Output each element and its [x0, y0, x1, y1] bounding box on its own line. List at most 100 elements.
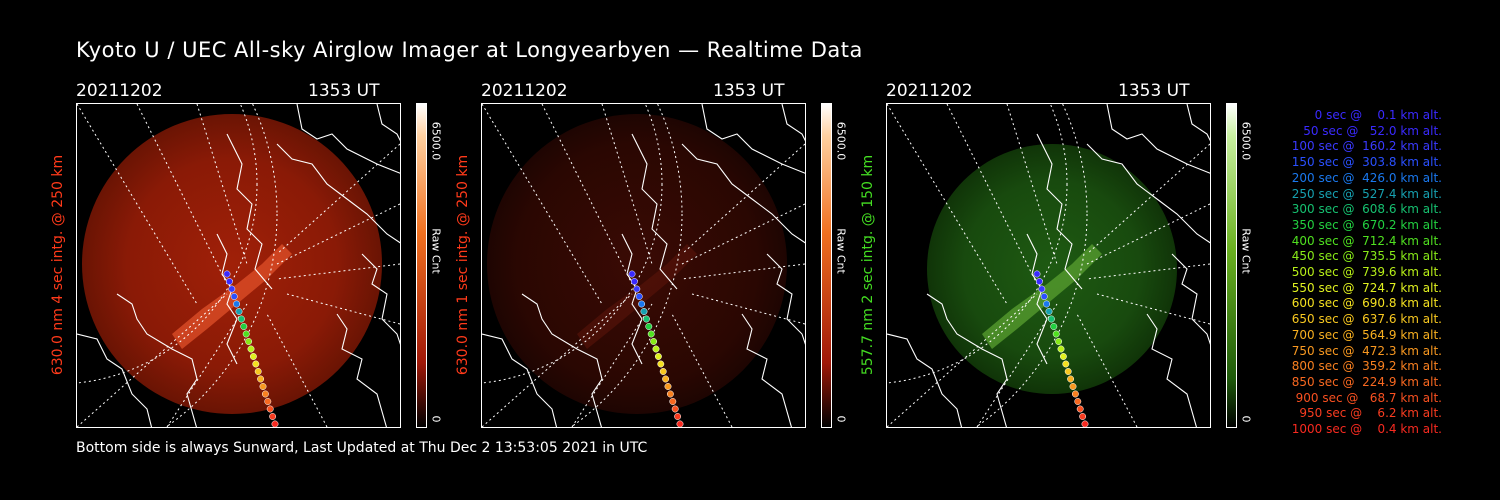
page-title: Kyoto U / UEC All-sky Airglow Imager at …	[76, 38, 863, 62]
colorbar-min: 0	[429, 415, 443, 423]
legend-row: 200 sec @ 426.0 km alt.	[1287, 170, 1442, 185]
trajectory-point	[261, 390, 269, 398]
legend-row: 950 sec @ 6.2 km alt.	[1295, 406, 1442, 421]
panel-ylabel: 630.0 nm 1 sec intg. @ 250 km	[455, 154, 471, 376]
trajectory-point	[245, 338, 253, 345]
trajectory-point	[652, 345, 660, 353]
colorbar	[416, 103, 427, 428]
trajectory-point	[650, 338, 658, 345]
airglow-field	[487, 114, 787, 414]
trajectory-point	[249, 353, 257, 360]
colorbar	[1226, 103, 1237, 428]
trajectory-point	[645, 323, 653, 330]
trajectory-point	[662, 375, 670, 383]
trajectory-point	[1076, 405, 1084, 413]
trajectory-point	[1062, 360, 1070, 368]
trajectory-point	[666, 390, 674, 398]
geographic-grid	[482, 104, 805, 427]
trajectory-point	[271, 420, 279, 427]
trajectory-point	[1040, 293, 1048, 300]
trajectory-point	[642, 315, 650, 323]
trajectory-point	[1047, 315, 1055, 323]
trajectory-point	[266, 405, 274, 413]
trajectory-point	[1057, 345, 1065, 353]
trajectory-point	[1069, 383, 1077, 390]
image-panel: 20211202 1353 UT 630.0 nm 4 sec intg. @ 25…	[50, 81, 456, 431]
allsky-frame	[76, 103, 401, 428]
trajectory-point	[1064, 368, 1072, 375]
image-panel: 20211202 1353 UT 630.0 nm 1 sec intg. @ 25…	[455, 81, 861, 431]
trajectory-point	[237, 315, 245, 323]
trajectory-point	[1033, 270, 1041, 278]
trajectory-point	[1035, 278, 1043, 285]
rocket-trajectory	[1033, 270, 1089, 427]
panel-time: 1353 UT	[308, 81, 380, 101]
trajectory-point	[1059, 353, 1067, 360]
colorbar-label: Raw Cnt	[1239, 228, 1253, 274]
trajectory-point	[1043, 300, 1051, 308]
legend-row: 850 sec @ 224.9 km alt.	[1287, 374, 1442, 389]
colorbar-max: 6500.0	[429, 121, 443, 161]
rocket-trajectory	[223, 270, 279, 427]
legend-row: 0 sec @ 0.1 km alt.	[1303, 108, 1442, 122]
panel-ylabel: 557.7 nm 2 sec intg. @ 150 km	[860, 154, 876, 376]
trajectory-point	[269, 413, 277, 420]
trajectory-point	[1055, 338, 1063, 345]
trajectory-point	[1038, 285, 1046, 293]
trajectory-point	[674, 413, 682, 420]
coastline	[887, 104, 1210, 427]
trajectory-point	[225, 278, 233, 285]
geographic-grid	[887, 104, 1210, 427]
trajectory-point	[1079, 413, 1087, 420]
trajectory-point	[633, 285, 641, 293]
legend-row: 450 sec @ 735.5 km alt.	[1287, 249, 1442, 264]
panel-ylabel: 630.0 nm 4 sec intg. @ 250 km	[50, 154, 66, 376]
trajectory-point	[1050, 323, 1058, 330]
trajectory-point	[638, 300, 646, 308]
legend-row: 50 sec @ 52.0 km alt.	[1295, 123, 1442, 138]
coastline	[482, 104, 805, 427]
panel-date: 20211202	[481, 81, 568, 101]
trajectory-point	[235, 308, 243, 315]
colorbar-min: 0	[834, 415, 848, 423]
trajectory-point	[1074, 398, 1082, 405]
panel-time: 1353 UT	[1118, 81, 1190, 101]
trajectory-point	[240, 323, 248, 330]
trajectory-point	[228, 285, 236, 293]
legend-row: 100 sec @ 160.2 km alt.	[1287, 139, 1442, 154]
colorbar-max: 6500.0	[834, 121, 848, 161]
legend-row: 300 sec @ 608.6 km alt.	[1287, 202, 1442, 217]
legend-row: 150 sec @ 303.8 km alt.	[1287, 155, 1442, 170]
trajectory-point	[640, 308, 648, 315]
legend-row: 650 sec @ 637.6 km alt.	[1287, 312, 1442, 327]
colorbar-max: 6500.0	[1239, 121, 1253, 161]
colorbar-min: 0	[1239, 415, 1253, 423]
trajectory-point	[254, 368, 262, 375]
legend-row: 900 sec @ 68.7 km alt.	[1291, 390, 1442, 405]
allsky-image	[482, 104, 805, 427]
legend-row: 750 sec @ 472.3 km alt.	[1287, 343, 1442, 358]
trajectory-point	[676, 420, 684, 427]
trajectory-point	[669, 398, 677, 405]
allsky-image	[887, 104, 1210, 427]
coastline	[77, 104, 400, 427]
trajectory-point	[654, 353, 662, 360]
trajectory-point	[1052, 330, 1060, 338]
trajectory-point	[242, 330, 250, 338]
allsky-image	[77, 104, 400, 427]
trajectory-point	[630, 278, 638, 285]
legend-row: 400 sec @ 712.4 km alt.	[1287, 233, 1442, 248]
allsky-frame	[481, 103, 806, 428]
trajectory-point	[664, 383, 672, 390]
trajectory-legend: 0 sec @ 0.1 km alt. 50 sec @ 52.0 km alt…	[1262, 108, 1442, 438]
legend-row: 700 sec @ 564.9 km alt.	[1287, 327, 1442, 342]
trajectory-point	[671, 405, 679, 413]
legend-row: 550 sec @ 724.7 km alt.	[1287, 280, 1442, 295]
image-panel: 20211202 1353 UT 557.7 nm 2 sec intg. @ 15…	[860, 81, 1266, 431]
trajectory-point	[1071, 390, 1079, 398]
legend-row: 250 sec @ 527.4 km alt.	[1287, 186, 1442, 201]
colorbar	[821, 103, 832, 428]
legend-row: 350 sec @ 670.2 km alt.	[1287, 217, 1442, 232]
trajectory-point	[647, 330, 655, 338]
panel-time: 1353 UT	[713, 81, 785, 101]
